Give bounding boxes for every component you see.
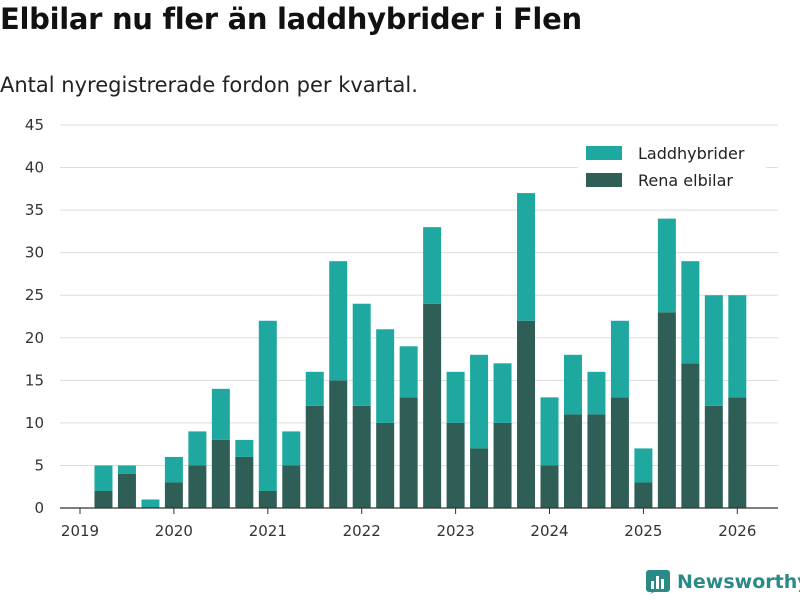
- bar-rena-elbilar: [399, 397, 418, 508]
- bar-rena-elbilar: [352, 405, 371, 508]
- bar-laddhybrider: [258, 320, 277, 491]
- bar-laddhybrider: [610, 320, 629, 398]
- bar-laddhybrider: [446, 371, 465, 423]
- bars: [94, 193, 747, 508]
- legend-swatch-laddhybrider: [586, 146, 622, 160]
- bar-rena-elbilar: [329, 380, 348, 508]
- bar-rena-elbilar: [657, 312, 676, 508]
- y-tick-label: 25: [25, 286, 44, 304]
- legend-swatch-rena-elbilar: [586, 173, 622, 187]
- bar-laddhybrider: [470, 354, 489, 449]
- bar-laddhybrider: [329, 261, 348, 381]
- x-tick-label: 2026: [718, 522, 756, 540]
- y-tick-label: 5: [34, 456, 44, 474]
- bar-laddhybrider: [352, 303, 371, 406]
- bar-rena-elbilar: [446, 422, 465, 508]
- x-tick-label: 2022: [343, 522, 381, 540]
- y-tick-label: 35: [25, 201, 44, 219]
- legend-label-rena-elbilar: Rena elbilar: [638, 171, 733, 190]
- y-tick-label: 15: [25, 371, 44, 389]
- bar-laddhybrider: [681, 261, 700, 364]
- legend-label-laddhybrider: Laddhybrider: [638, 144, 745, 163]
- x-tick-label: 2020: [155, 522, 193, 540]
- bar-laddhybrider: [587, 371, 606, 415]
- bar-rena-elbilar: [258, 490, 277, 508]
- bar-laddhybrider: [634, 448, 653, 483]
- y-tick-label: 45: [25, 116, 44, 134]
- bar-laddhybrider: [282, 431, 301, 466]
- bar-rena-elbilar: [305, 405, 324, 508]
- y-tick-label: 10: [25, 414, 44, 432]
- x-tick-label: 2024: [530, 522, 568, 540]
- bar-laddhybrider: [117, 465, 136, 474]
- brand-name: Newsworthy: [677, 571, 800, 593]
- bar-rena-elbilar: [376, 422, 395, 508]
- bar-laddhybrider: [164, 456, 183, 483]
- y-tick-label: 0: [34, 499, 44, 517]
- bar-laddhybrider: [657, 218, 676, 313]
- bar-rena-elbilar: [211, 439, 230, 508]
- y-tick-label: 40: [25, 159, 44, 177]
- bar-laddhybrider: [141, 499, 160, 508]
- bar-rena-elbilar: [587, 414, 606, 508]
- bar-laddhybrider: [704, 295, 723, 406]
- bar-laddhybrider: [423, 227, 442, 304]
- x-tick-label: 2019: [61, 522, 99, 540]
- bar-rena-elbilar: [235, 456, 254, 508]
- newsworthy-logo: Newsworthy: [645, 569, 800, 595]
- bar-rena-elbilar: [423, 303, 442, 508]
- y-tick-label: 20: [25, 329, 44, 347]
- bar-rena-elbilar: [563, 414, 582, 508]
- bar-rena-elbilar: [493, 422, 512, 508]
- bar-rena-elbilar: [282, 465, 301, 508]
- bar-rena-elbilar: [540, 465, 559, 508]
- bar-laddhybrider: [188, 431, 207, 466]
- bar-laddhybrider: [728, 295, 747, 398]
- bar-laddhybrider: [305, 371, 324, 406]
- bar-rena-elbilar: [634, 482, 653, 508]
- bar-laddhybrider: [211, 388, 230, 440]
- bar-laddhybrider: [399, 346, 418, 398]
- chart-subtitle: Antal nyregistrerade fordon per kvartal.: [0, 73, 418, 97]
- bar-rena-elbilar: [94, 490, 113, 508]
- legend: Laddhybrider Rena elbilar: [578, 138, 766, 198]
- bar-rena-elbilar: [681, 363, 700, 508]
- bar-laddhybrider: [517, 193, 536, 321]
- chart-title: Elbilar nu fler än laddhybrider i Flen: [0, 2, 582, 36]
- bar-laddhybrider: [235, 439, 254, 457]
- bar-rena-elbilar: [704, 405, 723, 508]
- bar-laddhybrider: [540, 397, 559, 466]
- bar-rena-elbilar: [470, 448, 489, 508]
- bar-rena-elbilar: [188, 465, 207, 508]
- bar-rena-elbilar: [517, 320, 536, 508]
- bar-laddhybrider: [493, 363, 512, 423]
- bar-rena-elbilar: [117, 473, 136, 508]
- x-tick-label: 2021: [249, 522, 287, 540]
- newsworthy-icon: [646, 570, 670, 594]
- bar-laddhybrider: [563, 354, 582, 415]
- x-tick-label: 2025: [624, 522, 662, 540]
- bar-rena-elbilar: [164, 482, 183, 508]
- bar-laddhybrider: [376, 329, 395, 423]
- bar-rena-elbilar: [728, 397, 747, 508]
- x-tick-label: 2023: [437, 522, 475, 540]
- bar-rena-elbilar: [610, 397, 629, 508]
- bar-laddhybrider: [94, 465, 113, 491]
- y-tick-label: 30: [25, 244, 44, 262]
